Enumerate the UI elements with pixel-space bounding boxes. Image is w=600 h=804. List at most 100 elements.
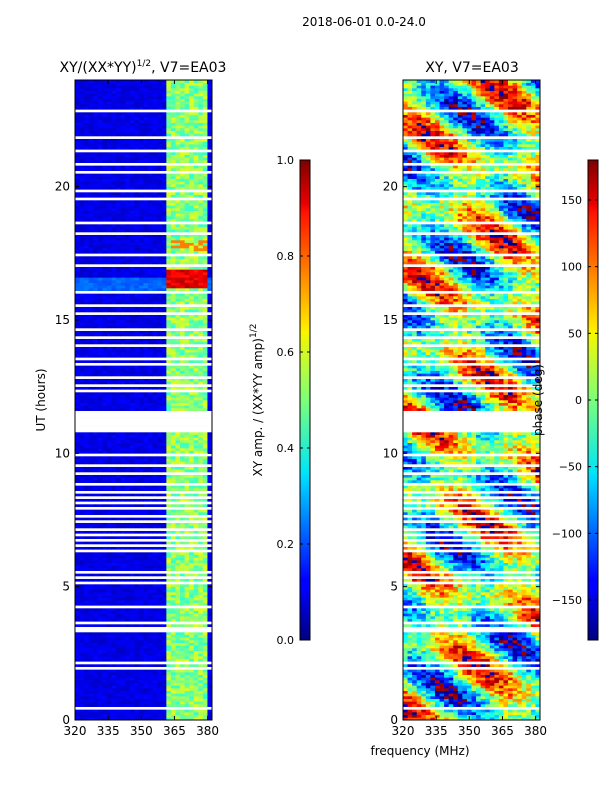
heatmap-cell [138,237,144,241]
missing-data-row [75,472,212,475]
heatmap-cell [102,616,108,619]
heatmap-cell [143,562,149,566]
heatmap-cell [84,650,90,654]
heatmap-cell [111,360,117,363]
heatmap-cell [106,258,112,262]
heatmap-cell [207,613,212,617]
heatmap-cell [157,530,163,534]
heatmap-cell [125,672,131,675]
heatmap-cell [97,485,103,489]
heatmap-cell [106,317,112,321]
heatmap-cell [166,613,172,617]
heatmap-cell [79,208,85,211]
heatmap-cell [198,589,204,593]
heatmap-cell [97,178,103,182]
heatmap-cell [97,272,103,275]
heatmap-cell [102,325,108,329]
heatmap-cell [134,618,140,622]
heatmap-cell [75,698,80,702]
heatmap-cell [129,240,135,243]
heatmap-cell [175,360,181,363]
heatmap-cell [138,685,144,689]
heatmap-cell [134,485,140,489]
heatmap-cell [175,466,181,470]
heatmap-cell [184,381,190,385]
heatmap-cell [148,218,154,222]
heatmap-cell [116,434,122,438]
heatmap-cell [175,373,181,377]
heatmap-cell [157,656,163,659]
heatmap-cell [102,157,108,161]
heatmap-cell [143,456,149,459]
heatmap-cell [102,288,108,291]
heatmap-cell [148,562,154,566]
heatmap-cell [129,642,135,646]
heatmap-cell [152,330,158,334]
heatmap-cell [175,624,181,627]
heatmap-cell [138,690,144,694]
heatmap-cell [143,386,149,390]
heatmap-cell [207,405,212,409]
heatmap-cell [184,664,190,667]
heatmap-cell [120,477,126,481]
heatmap-cell [170,498,176,502]
heatmap-cell [93,320,99,323]
heatmap-cell [152,493,158,497]
heatmap-cell [120,368,126,371]
heatmap-cell [193,677,199,681]
heatmap-cell [157,400,163,403]
heatmap-cell [170,634,176,638]
heatmap-cell [166,637,172,641]
heatmap-cell [189,146,195,150]
heatmap-cell [184,509,190,513]
heatmap-cell [106,274,112,278]
heatmap-cell [88,640,94,643]
heatmap-cell [134,650,140,654]
heatmap-cell [125,546,131,550]
heatmap-cell [134,322,140,326]
heatmap-cell [93,152,99,155]
heatmap-cell [175,632,181,635]
heatmap-cell [84,381,90,385]
heatmap-cell [84,301,90,305]
heatmap-cell [97,680,103,683]
heatmap-cell [189,509,195,513]
heatmap-cell [111,141,117,145]
heatmap-cell [161,714,167,718]
missing-data-row [75,549,212,553]
heatmap-cell [111,168,117,171]
heatmap-cell [88,354,94,358]
heatmap-cell [134,224,140,227]
heatmap-cell [102,704,108,707]
heatmap-cell [125,696,131,699]
heatmap-cell [175,184,181,187]
heatmap-cell [152,613,158,617]
heatmap-cell [125,168,131,171]
heatmap-cell [93,597,99,601]
heatmap-cell [97,394,103,398]
heatmap-cell [143,672,149,675]
heatmap-cell [129,216,135,219]
heatmap-cell [79,333,85,337]
heatmap-cell [93,632,99,635]
heatmap-cell [198,696,204,699]
heatmap-cell [166,250,172,254]
heatmap-cell [116,437,122,441]
heatmap-cell [125,450,131,454]
heatmap-cell [170,298,176,302]
heatmap-cell [97,285,103,289]
heatmap-cell [143,690,149,694]
heatmap-cell [148,146,154,150]
heatmap-cell [143,218,149,222]
heatmap-cell [93,360,99,363]
heatmap-cell [184,176,190,179]
heatmap-cell [152,586,158,590]
heatmap-cell [134,237,140,241]
heatmap-cell [129,648,135,651]
heatmap-cell [166,176,172,179]
heatmap-cell [161,624,167,627]
heatmap-cell [207,525,212,529]
heatmap-cell [202,322,208,326]
heatmap-cell [198,237,204,241]
heatmap-cell [93,712,99,715]
